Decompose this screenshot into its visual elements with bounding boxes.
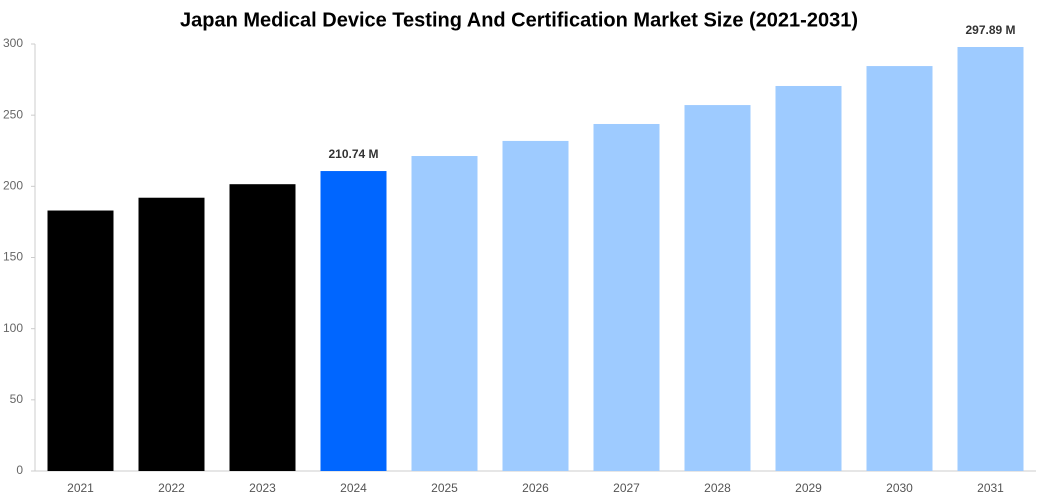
x-tick-label: 2026 — [522, 481, 549, 495]
y-tick-label: 300 — [3, 36, 23, 50]
bar — [957, 47, 1024, 471]
x-tick-label: 2022 — [158, 481, 185, 495]
x-tick-label: 2029 — [795, 481, 822, 495]
y-tick-label: 250 — [3, 107, 23, 121]
x-tick-label: 2024 — [340, 481, 367, 495]
x-tick-label: 2025 — [431, 481, 458, 495]
bar — [684, 105, 751, 471]
x-tick-label: 2021 — [67, 481, 94, 495]
bar — [320, 171, 387, 471]
bar — [775, 85, 842, 471]
x-tick-label: 2030 — [886, 481, 913, 495]
bar — [138, 197, 205, 471]
x-tick-label: 2027 — [613, 481, 640, 495]
y-tick-label: 100 — [3, 321, 23, 335]
value-label: 297.89 M — [965, 23, 1015, 37]
y-tick-label: 50 — [10, 392, 24, 406]
value-label: 210.74 M — [328, 147, 378, 161]
bar — [593, 123, 660, 471]
x-tick-label: 2023 — [249, 481, 276, 495]
y-tick-label: 200 — [3, 179, 23, 193]
chart-title: Japan Medical Device Testing And Certifi… — [180, 9, 858, 31]
bar — [502, 140, 569, 471]
x-tick-label: 2028 — [704, 481, 731, 495]
bar — [47, 210, 114, 471]
x-tick-label: 2031 — [977, 481, 1004, 495]
bar — [866, 66, 933, 471]
bar — [229, 184, 296, 471]
bar — [411, 156, 478, 471]
y-tick-label: 150 — [3, 250, 23, 264]
y-tick-label: 0 — [16, 463, 23, 477]
